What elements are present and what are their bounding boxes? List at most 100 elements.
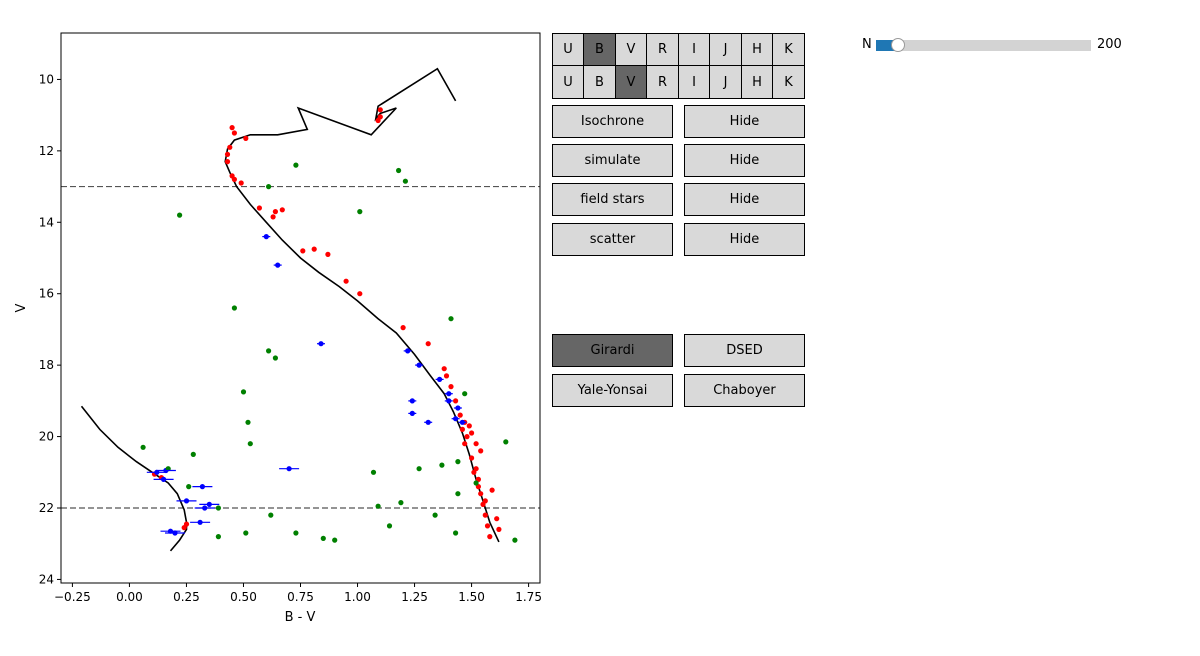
- x-tick-label: 1.75: [515, 590, 542, 604]
- point-2-27: [416, 466, 422, 472]
- x-axis-label: B - V: [285, 610, 316, 625]
- point-2-17: [293, 530, 299, 536]
- point-0-6: [231, 176, 237, 182]
- slider-value-label: 200: [1097, 37, 1122, 52]
- point-0-41: [487, 534, 493, 540]
- filter1-h-button[interactable]: H: [741, 33, 773, 66]
- y-axis-label: V: [14, 303, 29, 312]
- dsed-model-button[interactable]: DSED: [684, 334, 805, 367]
- yale-yonsai-model-button[interactable]: Yale-Yonsai: [552, 374, 673, 407]
- x-tick-label: −0.25: [54, 590, 91, 604]
- point-2-36: [503, 439, 509, 445]
- point-2-9: [243, 530, 249, 536]
- simulate-button[interactable]: simulate: [552, 144, 673, 177]
- point-2-21: [370, 469, 377, 475]
- point-2-4: [190, 451, 196, 457]
- x-tick-label: 0.50: [230, 590, 257, 604]
- y-axis-ticks: 10 12 14 16 18 20 22 24: [39, 72, 61, 586]
- y-tick-label: 14: [39, 215, 54, 229]
- point-0-10: [270, 214, 276, 220]
- filter2-j-button[interactable]: J: [709, 65, 742, 99]
- filter2-r-button[interactable]: R: [646, 65, 679, 99]
- hlines: [61, 185, 540, 509]
- point-0-34: [469, 455, 475, 461]
- point-0-2: [227, 144, 233, 150]
- filter2-v-button[interactable]: V: [615, 65, 647, 99]
- y-tick-label: 24: [39, 572, 54, 586]
- isochrone-hide-button[interactable]: Hide: [684, 105, 805, 138]
- point-2-8: [240, 389, 247, 395]
- point-2-23: [386, 523, 393, 529]
- filter1-v-button[interactable]: V: [615, 33, 647, 66]
- point-2-11: [247, 441, 253, 447]
- filter2-k-button[interactable]: K: [772, 65, 805, 99]
- scatter-hide-button[interactable]: Hide: [684, 223, 805, 256]
- point-2-33: [455, 491, 461, 497]
- filter2-h-button[interactable]: H: [741, 65, 773, 99]
- filter1-j-button[interactable]: J: [709, 33, 742, 66]
- n-slider-fill: [876, 40, 898, 51]
- point-0-8: [243, 135, 249, 141]
- point-2-12: [266, 184, 272, 190]
- point-0-12: [279, 207, 285, 213]
- filter2-u-button[interactable]: U: [552, 65, 584, 99]
- point-2-13: [266, 348, 272, 354]
- point-2-2: [177, 212, 183, 218]
- point-2-7: [231, 305, 237, 311]
- point-0-21: [400, 325, 406, 331]
- y-tick-label: 16: [39, 287, 54, 301]
- y-tick-label: 12: [39, 144, 54, 158]
- point-0-43: [496, 526, 502, 533]
- field-stars-button[interactable]: field stars: [552, 183, 673, 216]
- x-tick-label: 1.00: [344, 590, 371, 604]
- filter1-i-button[interactable]: I: [678, 33, 710, 66]
- x-axis-ticks: −0.25 0.00 0.25 0.50 0.75 1.00 1.25 1.50 1.75: [54, 583, 542, 604]
- simulate-hide-button[interactable]: Hide: [684, 144, 805, 177]
- x-tick-label: 0.25: [173, 590, 200, 604]
- girardi-model-button[interactable]: Girardi: [552, 334, 673, 367]
- x-tick-label: 1.50: [458, 590, 485, 604]
- point-0-44: [489, 487, 495, 493]
- filter1-r-button[interactable]: R: [646, 33, 679, 66]
- filter2-i-button[interactable]: I: [678, 65, 710, 99]
- filter2-b-button[interactable]: B: [583, 65, 616, 99]
- point-2-24: [396, 167, 402, 174]
- x-tick-label: 0.00: [116, 590, 143, 604]
- isochrone-curve: [80, 67, 500, 552]
- chaboyer-model-button[interactable]: Chaboyer: [684, 374, 805, 407]
- error-bars: [146, 236, 467, 534]
- filter1-k-button[interactable]: K: [772, 33, 805, 66]
- point-0-22: [425, 341, 431, 347]
- filter1-b-button[interactable]: B: [583, 33, 616, 66]
- cmd-chart: −0.25 0.00 0.25 0.50 0.75 1.00 1.25 1.50 1.75 10…: [14, 32, 542, 625]
- point-0-1: [231, 130, 237, 136]
- slider-label: N: [862, 37, 872, 52]
- x-tick-label: 0.75: [287, 590, 314, 604]
- point-0-26: [453, 398, 459, 404]
- point-0-40: [484, 523, 491, 529]
- field-stars-hide-button[interactable]: Hide: [684, 183, 805, 216]
- point-0-3: [224, 151, 231, 157]
- point-2-34: [462, 391, 468, 397]
- data-points: [140, 107, 518, 543]
- n-slider-track[interactable]: [876, 40, 1091, 51]
- axes-frame: [60, 32, 541, 584]
- isochrone-button[interactable]: Isochrone: [552, 105, 673, 138]
- point-2-14: [268, 512, 274, 518]
- point-2-29: [439, 462, 445, 468]
- point-0-24: [443, 373, 450, 379]
- y-tick-label: 20: [39, 430, 54, 444]
- scatter-button[interactable]: scatter: [552, 223, 673, 256]
- point-0-45: [478, 448, 484, 454]
- point-2-25: [398, 500, 404, 506]
- point-0-7: [238, 180, 244, 186]
- x-tick-label: 1.25: [401, 590, 428, 604]
- point-0-14: [311, 246, 317, 252]
- n-slider-handle[interactable]: [890, 38, 905, 52]
- point-0-27: [457, 412, 463, 418]
- point-0-30: [464, 434, 470, 440]
- point-0-51: [183, 521, 190, 527]
- filter1-u-button[interactable]: U: [552, 33, 584, 66]
- point-0-47: [471, 469, 477, 475]
- point-2-28: [432, 512, 438, 518]
